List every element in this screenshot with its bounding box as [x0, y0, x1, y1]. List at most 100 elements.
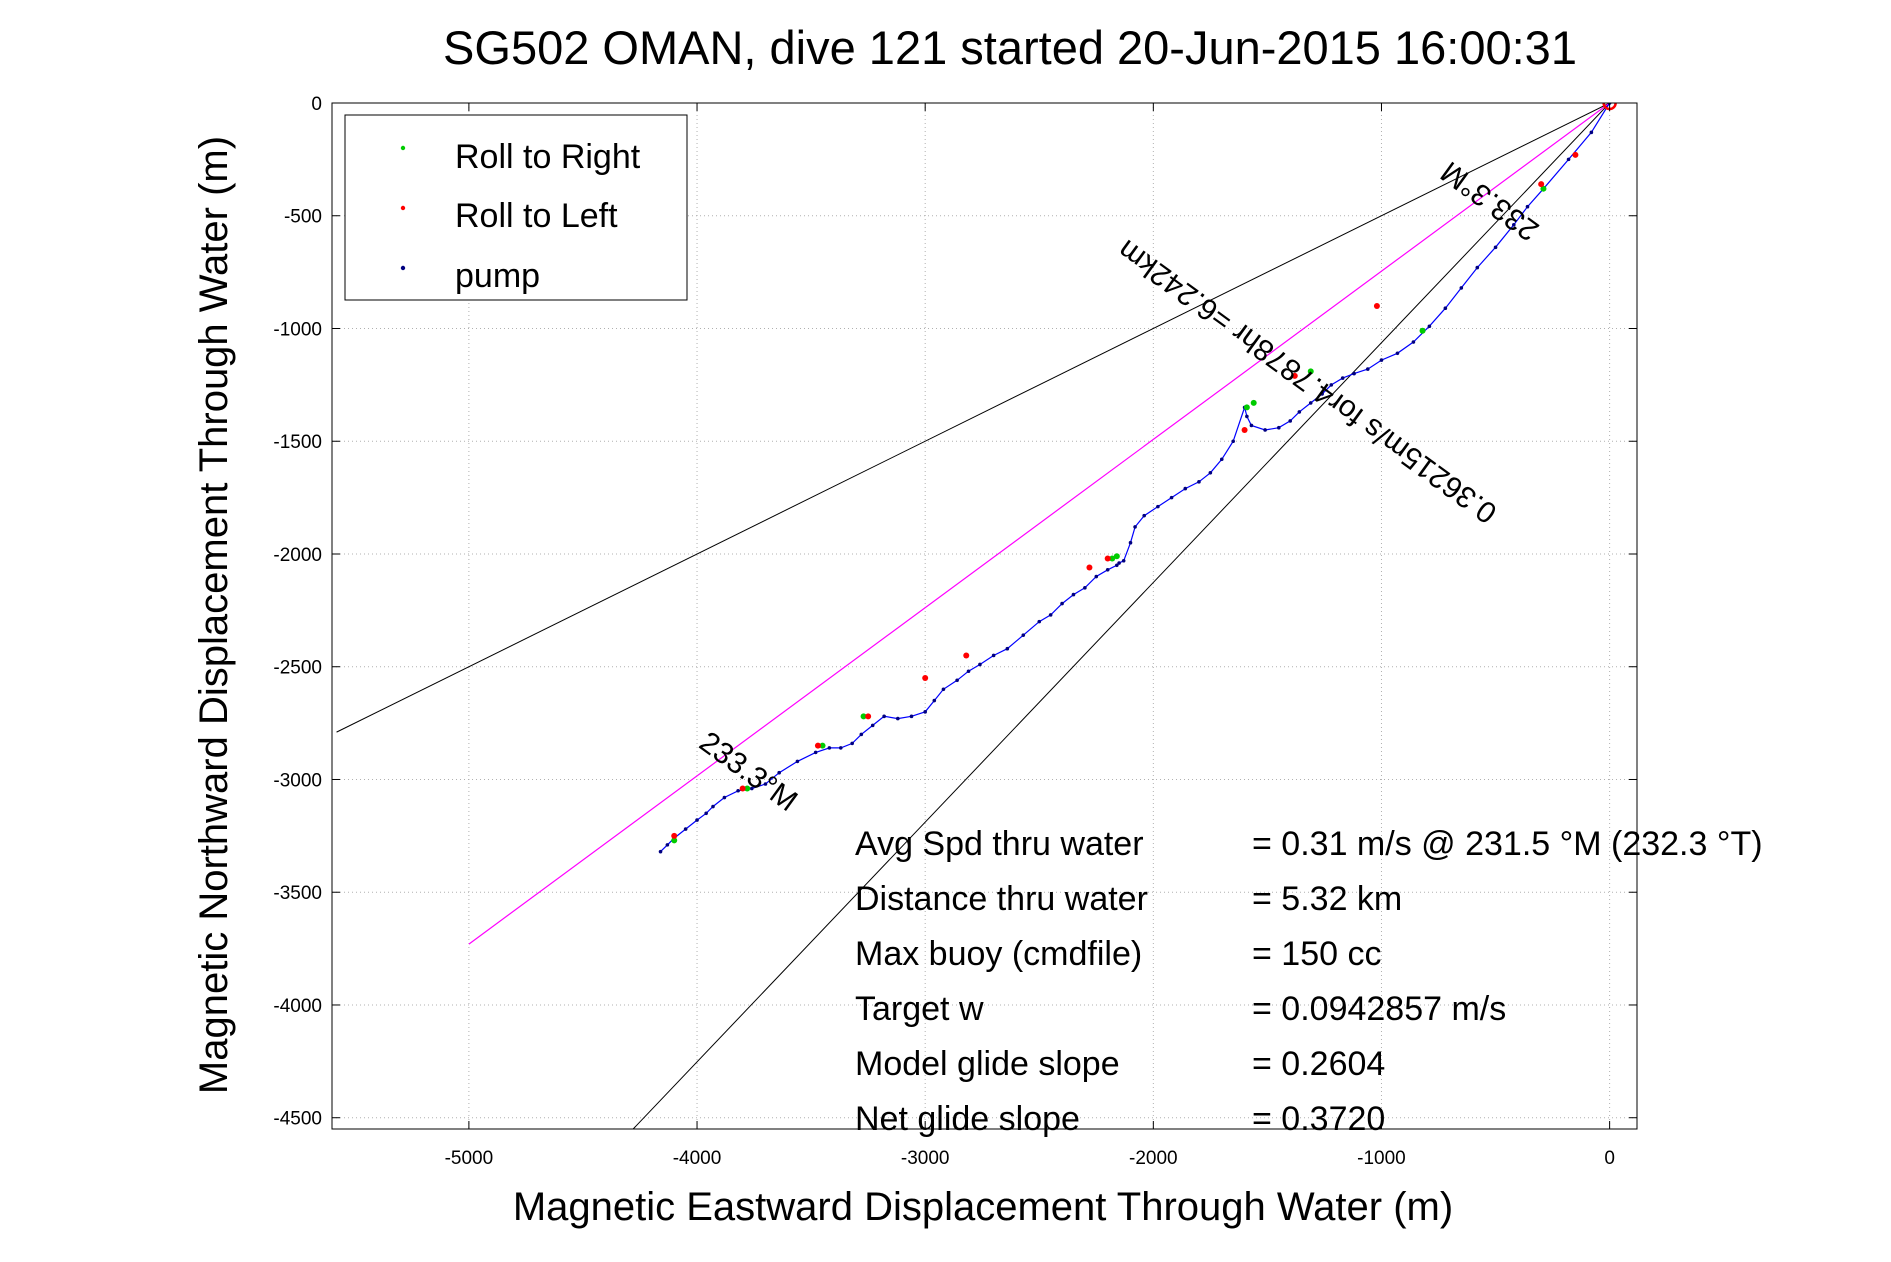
y-tick-label: -1500 [273, 432, 322, 453]
pump-point [1183, 486, 1188, 491]
stat-value: = 0.0942857 m/s [1252, 990, 1506, 1028]
pump-point [923, 710, 927, 714]
pump-point [1071, 592, 1076, 597]
pump-point [1094, 574, 1099, 579]
roll-right-point [1307, 368, 1314, 375]
roll-left-point [1373, 302, 1380, 309]
pump-point [1208, 471, 1213, 475]
pump-point [966, 669, 971, 674]
legend-label-pump: pump [455, 257, 540, 295]
stat-value: = 150 cc [1252, 935, 1381, 973]
pump-point [850, 741, 854, 746]
pump-point [749, 786, 754, 791]
pump-point [711, 804, 715, 809]
roll-right-point [1243, 404, 1250, 411]
x-axis-label: Magnetic Eastward Displacement Through W… [513, 1185, 1453, 1229]
reference-line [336, 103, 1610, 733]
pump-point [1263, 428, 1267, 432]
stat-value: = 5.32 km [1252, 880, 1402, 918]
pump-point [1128, 540, 1133, 545]
pump-point [1169, 495, 1174, 500]
roll-right-point [1540, 185, 1547, 192]
x-tick-label: 0 [1604, 1148, 1615, 1169]
legend-marker-pump [400, 265, 406, 271]
pump-point [1411, 340, 1416, 344]
legend-label-roll-right: Roll to Right [455, 138, 641, 176]
pump-point [1395, 351, 1400, 356]
pump-point [658, 849, 663, 854]
pump-point [1365, 367, 1370, 371]
y-axis-ticks: 0 -500 -1000 -1500 -2000 -2500 -3000 -3500 -4000… [273, 94, 1637, 1130]
x-tick-label: -3000 [901, 1148, 950, 1169]
pump-point [1117, 561, 1121, 565]
roll-right-point [1113, 553, 1120, 560]
heading-line [468, 103, 1610, 945]
y-tick-label: -3000 [273, 770, 322, 791]
pump-point [1379, 358, 1384, 362]
chart-title: SG502 OMAN, dive 121 started 20-Jun-2015… [443, 21, 1577, 74]
pump-point [1121, 558, 1126, 563]
pump-point [695, 818, 699, 822]
roll-right-point [671, 837, 678, 844]
pump-point [991, 653, 996, 658]
stat-label: Model glide slope [855, 1045, 1120, 1083]
pump-point [813, 750, 818, 755]
pump-point [978, 662, 982, 667]
pump-point [870, 723, 875, 728]
x-tick-label: -5000 [445, 1148, 494, 1169]
pump-point [1245, 414, 1249, 419]
stat-value: = 0.31 m/s @ 231.5 °M (232.3 °T) [1252, 825, 1763, 863]
x-tick-label: -4000 [673, 1148, 722, 1169]
roll-left-point [963, 652, 970, 659]
x-tick-label: -2000 [1129, 1148, 1178, 1169]
stat-label: Target w [855, 990, 984, 1028]
pump-point [941, 687, 946, 692]
pump-point [683, 827, 688, 831]
heading-line-segment [468, 103, 1610, 945]
reference-lines [336, 103, 1610, 1129]
pump-point [1427, 324, 1432, 329]
stat-value: = 0.3720 [1252, 1100, 1385, 1138]
pump-point [1005, 646, 1010, 651]
roll-left-point [865, 713, 872, 720]
x-tick-label: -1000 [1357, 1148, 1406, 1169]
pump-point [909, 714, 914, 719]
legend-label-roll-left: Roll to Left [455, 197, 618, 235]
y-tick-label: -4000 [273, 996, 322, 1017]
pump-point [1115, 563, 1119, 568]
stat-label: Avg Spd thru water [855, 825, 1144, 863]
pump-point [1197, 480, 1201, 484]
roll-right-series [671, 185, 1547, 844]
pump-point [704, 811, 708, 816]
pump-point [1156, 504, 1160, 509]
pump-point [932, 698, 937, 703]
roll-left-point [1291, 372, 1298, 379]
stat-label: Distance thru water [855, 880, 1148, 918]
pump-point [859, 732, 864, 737]
roll-right-point [744, 785, 751, 792]
y-tick-label: 0 [311, 94, 322, 115]
y-tick-label: -4500 [273, 1109, 322, 1130]
pump-point [1459, 286, 1464, 290]
legend: Roll to Right Roll to Left pump [344, 114, 688, 301]
pump-point [736, 788, 740, 793]
pump-point [1249, 423, 1254, 428]
pump-point [1277, 425, 1281, 430]
roll-left-point [739, 785, 746, 792]
pump-point [838, 746, 843, 750]
y-axis-label: Magnetic Northward Displacement Through … [192, 136, 236, 1094]
stat-label: Net glide slope [855, 1100, 1080, 1138]
pump-point [1219, 457, 1224, 462]
pump-point [1105, 567, 1110, 572]
y-tick-label: -3500 [273, 883, 322, 904]
pump-point [1060, 601, 1064, 606]
roll-left-point [1104, 555, 1111, 562]
pump-point [1308, 401, 1313, 405]
pump-point [1231, 439, 1235, 444]
reference-line [632, 103, 1610, 1129]
roll-left-point [1241, 426, 1248, 433]
y-tick-label: -1000 [273, 319, 322, 340]
pump-point [1443, 306, 1448, 311]
